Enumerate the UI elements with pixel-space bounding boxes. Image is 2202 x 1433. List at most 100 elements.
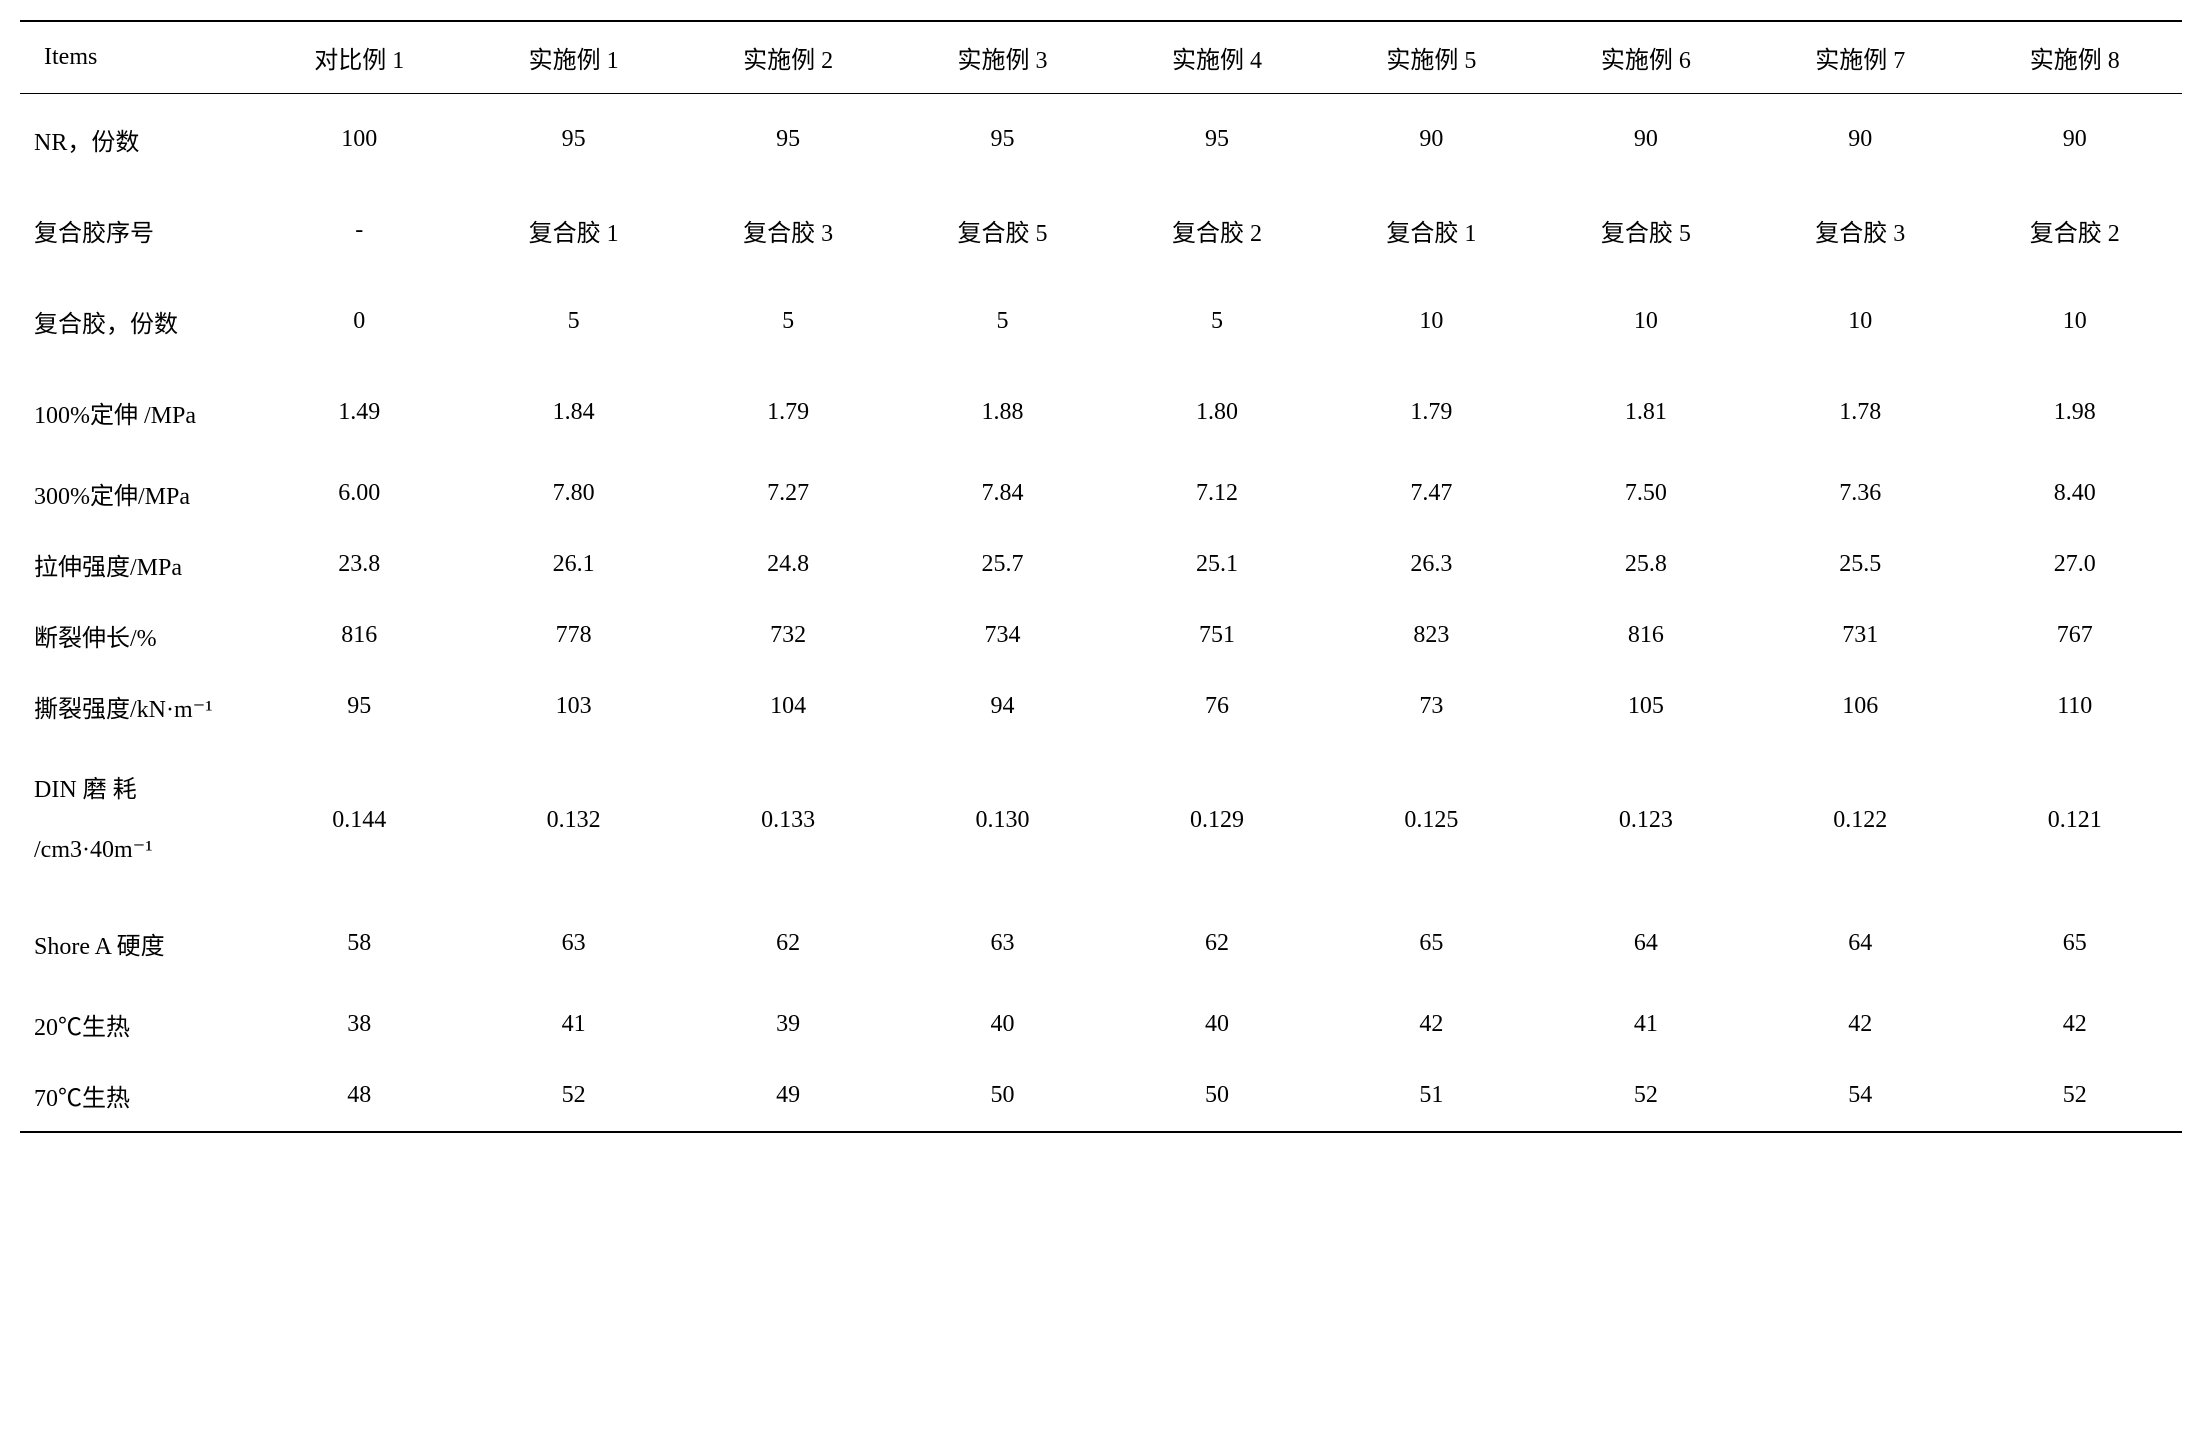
row-label: NR，份数 [20,94,252,186]
col-header-ex3: 实施例 3 [895,21,1109,94]
table-row: Shore A 硬度 58 63 62 63 62 65 64 64 65 [20,898,2182,989]
cell: 25.7 [895,529,1109,600]
table-row: 20℃生热 38 41 39 40 40 42 41 42 42 [20,989,2182,1060]
cell: 10 [1539,276,1753,367]
cell: 0.121 [1968,742,2183,898]
table-row: 断裂伸长/% 816 778 732 734 751 823 816 731 7… [20,600,2182,671]
cell: 7.84 [895,458,1109,529]
cell: 40 [1110,989,1324,1060]
cell: 95 [466,94,680,186]
cell: 7.12 [1110,458,1324,529]
cell: 63 [895,898,1109,989]
cell: 95 [1110,94,1324,186]
cell: 732 [681,600,895,671]
cell: 1.98 [1968,367,2183,458]
cell: 6.00 [252,458,466,529]
cell: 5 [895,276,1109,367]
cell: 816 [1539,600,1753,671]
row-label: 300%定伸/MPa [20,458,252,529]
col-header-ex6: 实施例 6 [1539,21,1753,94]
cell: 复合胶 5 [895,185,1109,276]
cell: 48 [252,1060,466,1132]
cell: 62 [681,898,895,989]
col-header-ex1: 实施例 1 [466,21,680,94]
cell: 0.125 [1324,742,1538,898]
col-header-ex7: 实施例 7 [1753,21,1967,94]
cell: 1.49 [252,367,466,458]
row-label: 复合胶序号 [20,185,252,276]
col-header-ex2: 实施例 2 [681,21,895,94]
cell: 0.123 [1539,742,1753,898]
cell: 5 [466,276,680,367]
cell: 42 [1324,989,1538,1060]
table-row: 撕裂强度/kN·m⁻¹ 95 103 104 94 76 73 105 106 … [20,671,2182,742]
cell: 1.84 [466,367,680,458]
col-header-ex5: 实施例 5 [1324,21,1538,94]
cell: 41 [1539,989,1753,1060]
cell: 58 [252,898,466,989]
row-label: 撕裂强度/kN·m⁻¹ [20,671,252,742]
cell: 42 [1753,989,1967,1060]
cell: 90 [1539,94,1753,186]
cell: 64 [1539,898,1753,989]
cell: 1.80 [1110,367,1324,458]
cell: 62 [1110,898,1324,989]
cell: 1.81 [1539,367,1753,458]
cell: 65 [1324,898,1538,989]
cell: 734 [895,600,1109,671]
table-row: 100%定伸 /MPa 1.49 1.84 1.79 1.88 1.80 1.7… [20,367,2182,458]
col-header-ex4: 实施例 4 [1110,21,1324,94]
cell: 7.80 [466,458,680,529]
cell: 54 [1753,1060,1967,1132]
row-label: 70℃生热 [20,1060,252,1132]
cell: 1.88 [895,367,1109,458]
cell: - [252,185,466,276]
cell: 5 [1110,276,1324,367]
cell: 复合胶 2 [1110,185,1324,276]
cell: 25.1 [1110,529,1324,600]
cell: 49 [681,1060,895,1132]
cell: 52 [1968,1060,2183,1132]
cell: 767 [1968,600,2183,671]
cell: 65 [1968,898,2183,989]
cell: 复合胶 5 [1539,185,1753,276]
cell: 25.8 [1539,529,1753,600]
table-row: DIN 磨 耗 /cm3·40m⁻¹ 0.144 0.132 0.133 0.1… [20,742,2182,898]
cell: 23.8 [252,529,466,600]
cell: 100 [252,94,466,186]
cell: 106 [1753,671,1967,742]
cell: 50 [1110,1060,1324,1132]
cell: 90 [1324,94,1538,186]
cell: 64 [1753,898,1967,989]
cell: 0.130 [895,742,1109,898]
cell: 51 [1324,1060,1538,1132]
cell: 94 [895,671,1109,742]
cell: 1.79 [681,367,895,458]
cell: 复合胶 3 [1753,185,1967,276]
cell: 105 [1539,671,1753,742]
table-row: 300%定伸/MPa 6.00 7.80 7.27 7.84 7.12 7.47… [20,458,2182,529]
cell: 0.129 [1110,742,1324,898]
header-row: Items 对比例 1 实施例 1 实施例 2 实施例 3 实施例 4 实施例 … [20,21,2182,94]
cell: 复合胶 1 [1324,185,1538,276]
cell: 26.3 [1324,529,1538,600]
cell: 25.5 [1753,529,1967,600]
cell: 104 [681,671,895,742]
row-label: 100%定伸 /MPa [20,367,252,458]
cell: 1.78 [1753,367,1967,458]
cell: 40 [895,989,1109,1060]
cell: 103 [466,671,680,742]
cell: 816 [252,600,466,671]
col-header-compare1: 对比例 1 [252,21,466,94]
cell: 76 [1110,671,1324,742]
cell: 0.122 [1753,742,1967,898]
cell: 41 [466,989,680,1060]
table-row: 复合胶序号 - 复合胶 1 复合胶 3 复合胶 5 复合胶 2 复合胶 1 复合… [20,185,2182,276]
cell: 24.8 [681,529,895,600]
data-table: Items 对比例 1 实施例 1 实施例 2 实施例 3 实施例 4 实施例 … [20,20,2182,1133]
table-body: NR，份数 100 95 95 95 95 90 90 90 90 复合胶序号 … [20,94,2182,1133]
cell: 778 [466,600,680,671]
cell: 1.79 [1324,367,1538,458]
cell: 7.47 [1324,458,1538,529]
cell: 0 [252,276,466,367]
